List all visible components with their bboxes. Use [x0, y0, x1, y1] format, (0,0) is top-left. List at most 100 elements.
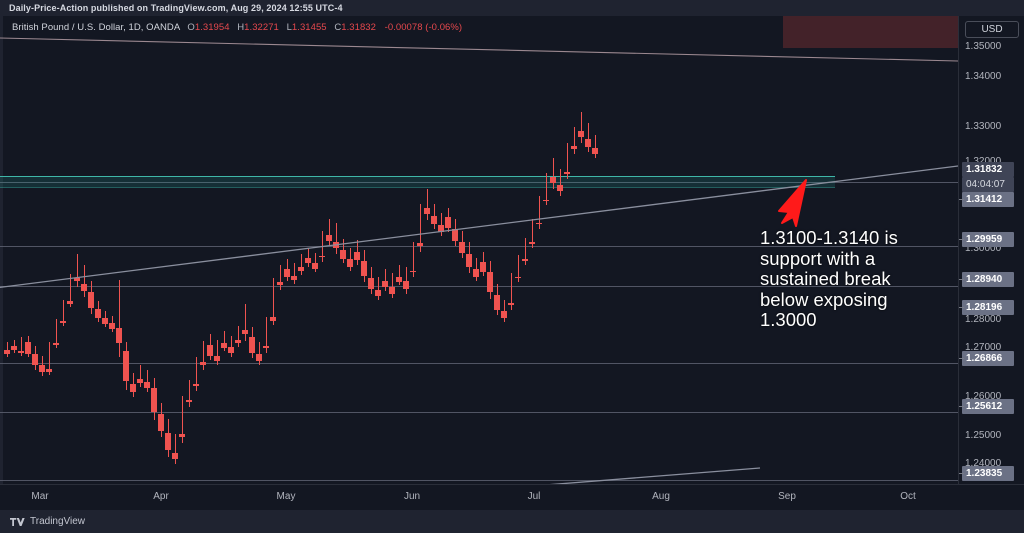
axis-tickmark [959, 279, 964, 280]
candle-wick [84, 265, 86, 297]
axis-tickmark [959, 406, 964, 407]
tradingview-logo[interactable]: TradingView [10, 516, 85, 527]
candle-body [340, 250, 347, 259]
candle-body [95, 309, 102, 319]
time-axis[interactable]: Mar Apr May Jun Jul Aug Sep Oct [0, 484, 1024, 510]
candle-body [263, 346, 270, 348]
candle-body [130, 384, 137, 393]
price-level-label[interactable]: 1.31412 [962, 192, 1014, 207]
price-level-label[interactable]: 1.28940 [962, 272, 1014, 287]
candle-wick [63, 299, 65, 326]
candle-body [270, 316, 277, 321]
time-tick-aug: Aug [652, 491, 670, 502]
price-level-label[interactable]: 1.23835 [962, 466, 1014, 481]
candle-wick [406, 266, 408, 294]
candle-body [305, 257, 312, 264]
price-tick: 1.28000 [965, 314, 1002, 325]
legend-close-label: C [334, 22, 342, 33]
candle-wick [77, 253, 79, 287]
candle-body [25, 342, 32, 354]
candle-body [242, 329, 249, 334]
candle-wick [217, 339, 219, 366]
candle-wick [119, 279, 121, 358]
candle-body [487, 272, 494, 293]
candle-wick [49, 342, 51, 376]
candle-wick [175, 434, 177, 465]
annotation-line-5: 1.3000 [760, 309, 817, 330]
chart-legend: British Pound / U.S. Dollar, 1D, OANDA O… [12, 22, 462, 33]
candle-body [396, 276, 403, 282]
candle-body [53, 342, 60, 346]
price-tick: 1.27000 [965, 342, 1002, 353]
candle-wick [525, 238, 527, 266]
candle-body [60, 321, 67, 323]
text-annotation: 1.3100-1.3140 is support with a sustaine… [760, 227, 940, 331]
candle-body [347, 259, 354, 267]
candle-body [179, 434, 186, 438]
candle-body [312, 263, 319, 269]
candle-body [284, 269, 291, 277]
candle-body [403, 281, 410, 289]
price-axis[interactable]: USD 1.350001.340001.330001.320001.300001… [958, 16, 1024, 484]
candle-body [417, 242, 424, 247]
legend-low-label: L [286, 22, 292, 33]
candle-body [431, 216, 438, 225]
candle-wick [140, 365, 142, 387]
candle-body [389, 286, 396, 294]
current-price-label[interactable]: 1.31832 [962, 162, 1014, 177]
candle-body [214, 355, 221, 361]
price-level-label[interactable]: 1.29959 [962, 232, 1014, 247]
candle-body [578, 131, 585, 138]
candle-wick [280, 265, 282, 290]
candle-body [32, 354, 39, 366]
level-line [0, 412, 958, 413]
candle-body [459, 242, 466, 253]
candle-wick [427, 188, 429, 221]
candle-wick [294, 263, 296, 284]
candle-body [235, 339, 242, 343]
candle-body [81, 283, 88, 292]
candle-body [543, 199, 550, 202]
candle-body [298, 266, 305, 271]
currency-badge[interactable]: USD [965, 21, 1019, 38]
candle-wick [196, 357, 198, 392]
candle-wick [567, 142, 569, 179]
candle-body [410, 270, 417, 273]
candle-body [46, 369, 53, 372]
price-level-label[interactable]: 1.26866 [962, 351, 1014, 366]
legend-symbol: British Pound / U.S. Dollar, 1D, OANDA [12, 22, 180, 33]
footer-bar: TradingView [0, 510, 1024, 533]
level-line [0, 363, 958, 364]
candle-body [193, 384, 200, 386]
candle-body [228, 346, 235, 353]
candle-body [123, 351, 130, 382]
annotation-line-1: 1.3100-1.3140 is [760, 227, 898, 248]
candle-body [550, 177, 557, 184]
candle-wick [70, 273, 72, 307]
candle-body [333, 241, 340, 249]
candle-body [592, 147, 599, 154]
candle-body [277, 282, 284, 286]
candle-body [557, 184, 564, 192]
time-tick-apr: Apr [153, 491, 169, 502]
time-tick-oct: Oct [900, 491, 916, 502]
axis-tickmark [959, 239, 964, 240]
chart-pane[interactable]: British Pound / U.S. Dollar, 1D, OANDA O… [0, 16, 958, 484]
candle-body [291, 276, 298, 281]
level-line [0, 480, 958, 481]
candle-wick [588, 123, 590, 152]
candle-body [116, 328, 123, 344]
tradingview-mark-icon [10, 517, 25, 526]
candle-wick [245, 303, 247, 341]
time-tick-mar: Mar [31, 491, 49, 502]
countdown-timer-label[interactable]: 04:04:07 [962, 177, 1014, 192]
candle-wick [392, 273, 394, 299]
price-level-label[interactable]: 1.28196 [962, 300, 1014, 315]
price-level-label[interactable]: 1.25612 [962, 399, 1014, 414]
candle-body [172, 452, 179, 459]
axis-tickmark [959, 307, 964, 308]
candle-wick [560, 169, 562, 197]
candle-body [571, 146, 578, 150]
candle-wick [504, 299, 506, 323]
candle-wick [203, 340, 205, 371]
